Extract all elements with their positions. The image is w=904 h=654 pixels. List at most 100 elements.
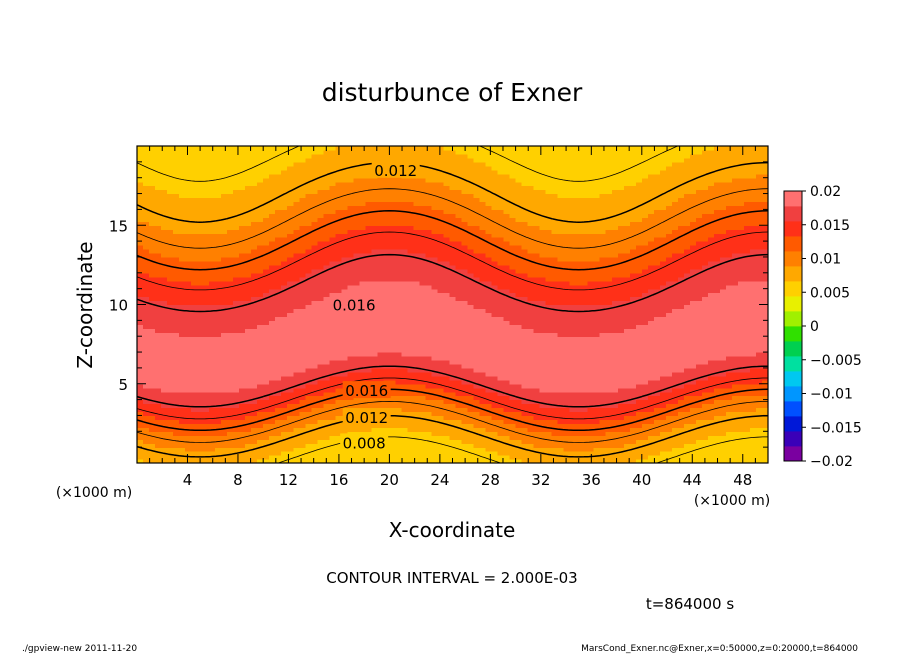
heatmap-cell [233, 375, 240, 381]
heatmap-cell [449, 340, 457, 345]
heatmap-cell [347, 312, 354, 317]
heatmap-cell [221, 201, 228, 207]
heatmap-cell [293, 435, 300, 440]
heatmap-cell [317, 237, 324, 242]
heatmap-cell [353, 209, 360, 214]
heatmap-cell [401, 352, 409, 357]
heatmap-cell [443, 153, 451, 159]
heatmap-cell [251, 249, 258, 254]
heatmap-cell [275, 328, 282, 333]
heatmap-cell [503, 264, 511, 270]
heatmap-cell [485, 300, 493, 306]
heatmap-cell [329, 367, 336, 373]
heatmap-cell [329, 245, 336, 250]
heatmap-cell [161, 395, 168, 401]
heatmap-cell [281, 320, 288, 325]
heatmap-cell [335, 197, 342, 203]
heatmap-cell [497, 344, 505, 349]
heatmap-cell [269, 268, 276, 274]
heatmap-cell [323, 336, 330, 341]
heatmap-cell [479, 260, 487, 266]
heatmap-cell [389, 241, 397, 246]
heatmap-cell [245, 312, 252, 317]
heatmap-cell [269, 367, 276, 373]
heatmap-cell [257, 249, 264, 254]
heatmap-cell [227, 181, 234, 187]
heatmap-cell [455, 403, 463, 409]
heatmap-cell [209, 201, 216, 207]
heatmap-cell [275, 221, 282, 226]
heatmap-cell [233, 395, 240, 401]
heatmap-cell [389, 268, 397, 274]
heatmap-cell [275, 276, 282, 282]
heatmap-cell [167, 272, 174, 278]
heatmap-cell [323, 419, 330, 424]
heatmap-cell [455, 431, 463, 436]
heatmap-cell [215, 391, 222, 397]
heatmap-cell [485, 185, 493, 191]
heatmap-cell [377, 459, 384, 464]
heatmap-cell [173, 439, 180, 444]
heatmap-cell [311, 225, 318, 230]
heatmap-cell [467, 423, 475, 428]
heatmap-cell [317, 328, 324, 333]
heatmap-cell [449, 371, 457, 377]
heatmap-cell [203, 201, 210, 207]
heatmap-cell [143, 348, 150, 353]
heatmap-cell [407, 439, 415, 444]
heatmap-cell [179, 387, 186, 393]
heatmap-cell [461, 161, 469, 167]
heatmap-cell [305, 284, 312, 290]
heatmap-cell [221, 225, 228, 230]
heatmap-cell [443, 296, 451, 302]
heatmap-cell [221, 256, 228, 262]
heatmap-cell [161, 411, 168, 417]
heatmap-cell [233, 324, 240, 329]
heatmap-cell [341, 161, 348, 167]
heatmap-cell [173, 205, 180, 210]
heatmap-cell [425, 439, 433, 444]
heatmap-cell [341, 165, 348, 171]
heatmap-cell [257, 304, 264, 310]
heatmap-cell [449, 352, 457, 357]
heatmap-cell [455, 348, 463, 353]
heatmap-cell [365, 348, 372, 353]
heatmap-cell [269, 229, 276, 234]
heatmap-cell [281, 296, 288, 302]
heatmap-cell [173, 328, 180, 333]
heatmap-cell [221, 375, 228, 381]
heatmap-cell [293, 340, 300, 345]
heatmap-cell [401, 181, 409, 187]
heatmap-cell [167, 225, 174, 230]
heatmap-cell [281, 427, 288, 432]
heatmap-cell [263, 391, 270, 397]
heatmap-cell [269, 276, 276, 282]
heatmap-cell [425, 292, 433, 298]
heatmap-cell [191, 165, 198, 171]
heatmap-cell [353, 367, 360, 373]
heatmap-cell [149, 451, 156, 456]
heatmap-cell [143, 304, 150, 310]
heatmap-cell [251, 411, 258, 417]
heatmap-cell [419, 443, 427, 448]
heatmap-cell [401, 328, 409, 333]
heatmap-cell [263, 146, 270, 151]
heatmap-cell [197, 185, 204, 191]
heatmap-cell [287, 375, 294, 381]
heatmap-cell [425, 213, 433, 218]
heatmap-cell [149, 375, 156, 381]
heatmap-cell [323, 379, 330, 385]
heatmap-cell [323, 411, 330, 417]
heatmap-cell [185, 181, 192, 187]
heatmap-cell [167, 455, 174, 460]
heatmap-cell [497, 272, 505, 278]
heatmap-cell [455, 229, 463, 234]
heatmap-cell [257, 256, 264, 262]
heatmap-cell [173, 435, 180, 440]
heatmap-cell [281, 189, 288, 195]
heatmap-cell [161, 455, 168, 460]
heatmap-cell [203, 221, 210, 226]
heatmap-cell [137, 217, 144, 222]
heatmap-cell [335, 415, 342, 421]
heatmap-cell [197, 237, 204, 242]
